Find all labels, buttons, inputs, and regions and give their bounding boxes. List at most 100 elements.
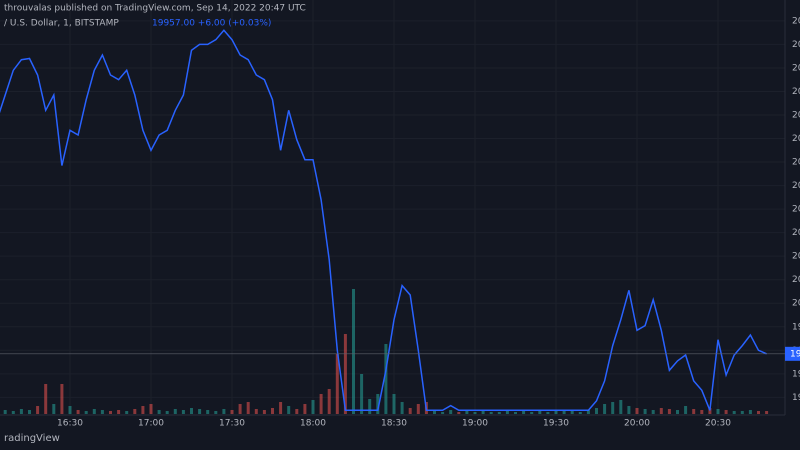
- y-tick-label: 20: [792, 228, 800, 238]
- volume-bar: [295, 409, 299, 414]
- volume-bar: [76, 410, 80, 414]
- volume-bar: [303, 404, 307, 414]
- y-tick-label: 20: [792, 111, 800, 121]
- volume-bar: [611, 402, 615, 414]
- x-tick-label: 18:30: [381, 419, 407, 429]
- volume-bar: [149, 404, 153, 414]
- volume-bar: [724, 410, 728, 414]
- volume-bar: [36, 406, 40, 414]
- volume-bar: [327, 389, 331, 414]
- y-tick-label: 19: [792, 322, 800, 332]
- x-tick-label: 19:30: [543, 419, 569, 429]
- y-tick-label: 20: [792, 205, 800, 215]
- volume-bar: [757, 411, 760, 414]
- volume-bar: [100, 410, 104, 414]
- volume-bar: [748, 410, 752, 414]
- volume-bar: [684, 406, 688, 414]
- volume-bar: [133, 409, 137, 414]
- volume-bar: [465, 411, 469, 414]
- volume-bar: [125, 411, 129, 414]
- volume-bar: [352, 289, 355, 414]
- x-tick-label: 17:00: [138, 419, 164, 429]
- volume-bar: [627, 406, 631, 414]
- volume-bar: [206, 410, 210, 414]
- x-tick-label: 20:30: [705, 419, 731, 429]
- volume-bar: [287, 406, 291, 414]
- volume-bar: [392, 394, 396, 414]
- volume-bar: [505, 411, 509, 414]
- volume-bar: [619, 400, 623, 414]
- volume-bar: [740, 411, 744, 414]
- volume-bar: [368, 399, 372, 414]
- volume-bar: [262, 410, 266, 414]
- volume-bar: [400, 402, 404, 414]
- volume-bar: [279, 402, 283, 414]
- y-tick-label: 20: [792, 158, 800, 168]
- volume-bar: [481, 411, 485, 414]
- volume-bar: [667, 409, 671, 414]
- publisher-note: throuvalas published on TradingView.com,…: [4, 4, 306, 14]
- y-tick-label: 20: [792, 40, 800, 50]
- x-tick-label: 16:30: [57, 419, 83, 429]
- volume-bar: [109, 411, 112, 414]
- volume-bar: [384, 344, 388, 414]
- volume-bar: [708, 408, 712, 414]
- symbol: / U.S. Dollar, 1, BITSTAMP: [4, 19, 119, 29]
- y-tick-label: 19: [792, 369, 800, 379]
- volume-bar: [562, 410, 566, 414]
- volume-bar: [700, 410, 704, 414]
- volume-bar: [198, 409, 202, 414]
- volume-bar: [52, 404, 56, 414]
- volume-bar: [11, 411, 15, 414]
- volume-bar: [360, 374, 364, 414]
- last-price-box: [785, 346, 800, 361]
- volume-bar: [68, 406, 72, 414]
- volume-bar: [635, 408, 639, 414]
- volume-bar: [732, 411, 736, 414]
- volume-bar: [603, 404, 607, 414]
- volume-bar: [311, 400, 315, 414]
- y-tick-label: 20: [792, 299, 800, 309]
- volume-bar: [716, 409, 720, 414]
- volume-bar: [676, 410, 679, 414]
- volume-bar: [408, 408, 412, 414]
- volume-bar: [473, 412, 477, 414]
- volume-bar: [416, 404, 420, 414]
- volume-bar: [181, 410, 185, 414]
- y-tick-label: 20: [792, 63, 800, 73]
- quote: 19957.00 +6.00 (+0.03%): [152, 19, 271, 29]
- volume-bar: [530, 412, 534, 414]
- y-tick-label: 20: [792, 252, 800, 262]
- volume-bar: [44, 384, 48, 414]
- volume-bar: [586, 410, 590, 414]
- x-tick-label: 17:30: [219, 419, 245, 429]
- volume-bar: [538, 411, 542, 414]
- volume-bar: [659, 408, 663, 414]
- volume-bar: [578, 412, 582, 414]
- y-tick-label: 20: [792, 16, 800, 26]
- volume-bar: [765, 411, 769, 414]
- volume-bar: [165, 411, 169, 414]
- volume-bar: [449, 410, 453, 414]
- x-tick-label: 18:00: [300, 419, 326, 429]
- y-tick-label: 20: [792, 134, 800, 144]
- volume-bar: [643, 409, 647, 414]
- y-tick-label: 20: [792, 275, 800, 285]
- volume-bar: [246, 402, 250, 414]
- volume-bar: [254, 409, 258, 414]
- volume-bar: [570, 411, 574, 414]
- volume-bar: [554, 411, 558, 414]
- volume-bar: [230, 410, 234, 414]
- last-price-label: 19: [790, 349, 800, 359]
- volume-bar: [514, 412, 517, 414]
- x-tick-label: 20:00: [624, 419, 650, 429]
- price-line: [0, 29, 767, 412]
- volume-bar: [271, 408, 274, 414]
- volume-bar: [441, 412, 445, 414]
- footer: radingView: [4, 433, 60, 444]
- volume-bar: [335, 354, 339, 414]
- volume-bar: [3, 410, 7, 414]
- volume-bar: [84, 411, 88, 414]
